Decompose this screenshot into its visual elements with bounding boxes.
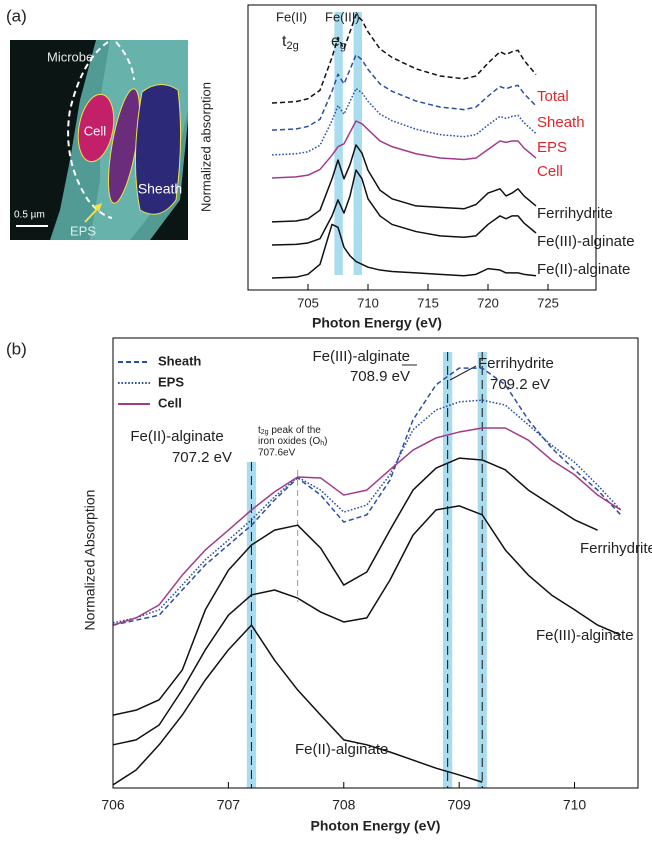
x-axis-label: Photon Energy (eV) [312, 315, 442, 331]
reference-label: iron oxides (Oh) [258, 436, 328, 447]
chart: Fe(II)t2gFe(III)egTotalSheathEPSCellFerr… [198, 5, 634, 331]
marker-label: Ferrihydrite [478, 355, 554, 372]
reference-label-part: iron oxides (O [258, 436, 320, 447]
series-line [113, 458, 598, 715]
marker-label: Fe(III)-alginate [312, 348, 410, 365]
series-label: Ferrihydrite [537, 205, 613, 222]
annotation: Fe(II) [276, 9, 307, 24]
x-tick-label: 710 [563, 797, 587, 813]
plot-frame [113, 338, 638, 788]
reference-label: t2g peak of the [258, 425, 321, 436]
x-tick-label: 725 [537, 295, 559, 310]
series-line [272, 224, 536, 278]
x-tick-label: 710 [357, 295, 379, 310]
x-axis-label: Photon Energy (eV) [311, 818, 441, 834]
scale-label: 0.5 µm [14, 210, 45, 221]
microbe-label: Microbe [47, 49, 93, 64]
series-label: Fe(II)-alginate [295, 741, 388, 758]
series-line [272, 145, 536, 222]
y-axis-label: Normalized absorption [198, 82, 213, 212]
series-line [113, 506, 621, 745]
y-axis-label: Normalized Absorption [82, 490, 98, 631]
panel-label: (a) [6, 6, 27, 25]
x-tick-label: 708 [332, 797, 356, 813]
x-tick-label: 720 [477, 295, 499, 310]
annotation: t2g [282, 33, 299, 52]
series-line [113, 625, 482, 785]
marker-value: 709.2 eV [490, 376, 550, 393]
series-label: Fe(III)-alginate [536, 627, 634, 644]
series-label: Total [537, 88, 569, 105]
series-line [272, 121, 536, 178]
eps-label: EPS [70, 223, 96, 238]
reference-value: 707.6eV [258, 448, 296, 459]
marker-value: 707.2 eV [172, 449, 232, 466]
marker-value: 708.9 eV [350, 368, 410, 385]
x-tick-label: 707 [217, 797, 241, 813]
x-tick-label: 705 [297, 295, 319, 310]
series-line [272, 170, 536, 245]
series-label: Ferrihydrite [580, 540, 652, 557]
series-label: Fe(II)-alginate [537, 261, 630, 278]
x-tick-label: 709 [447, 797, 471, 813]
legend-label: Cell [158, 395, 182, 410]
series-line [272, 89, 536, 155]
reference-label-part: peak of the [269, 425, 322, 436]
series-label: Cell [537, 163, 563, 180]
micrograph: Microbe Cell Sheath EPS 0.5 µm [10, 40, 188, 240]
series-label: Fe(III)-alginate [537, 233, 635, 250]
sheath-label: Sheath [138, 181, 182, 197]
chart: Fe(II)-alginate 707.2 eV Fe(III)-alginate 7… [82, 338, 652, 834]
figure: (a) (b) Microbe Cell Sheath EPS 0.5 µm F… [0, 0, 652, 841]
annotation-sub: 2g [286, 40, 298, 52]
annotation: eg [331, 33, 346, 52]
cell-label: Cell [84, 123, 107, 138]
energy-band [354, 12, 362, 275]
reference-label-part: ) [324, 436, 327, 447]
series-line [113, 368, 621, 625]
marker-label: Fe(II)-alginate [130, 428, 223, 445]
series-label: Sheath [537, 114, 585, 131]
page: { "figure": { "panel_a": "(a)", "panel_b… [0, 0, 652, 841]
legend-label: EPS [158, 374, 184, 389]
series-label: EPS [537, 139, 567, 156]
legend-label: Sheath [158, 353, 201, 368]
x-tick-label: 715 [417, 295, 439, 310]
panel-label: (b) [6, 339, 27, 358]
x-tick-label: 706 [101, 797, 125, 813]
